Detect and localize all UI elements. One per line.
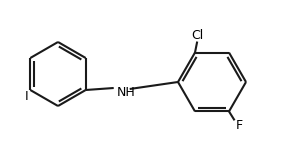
- Text: Cl: Cl: [191, 29, 203, 42]
- Text: NH: NH: [117, 85, 135, 98]
- Text: I: I: [24, 90, 28, 104]
- Text: F: F: [235, 119, 243, 132]
